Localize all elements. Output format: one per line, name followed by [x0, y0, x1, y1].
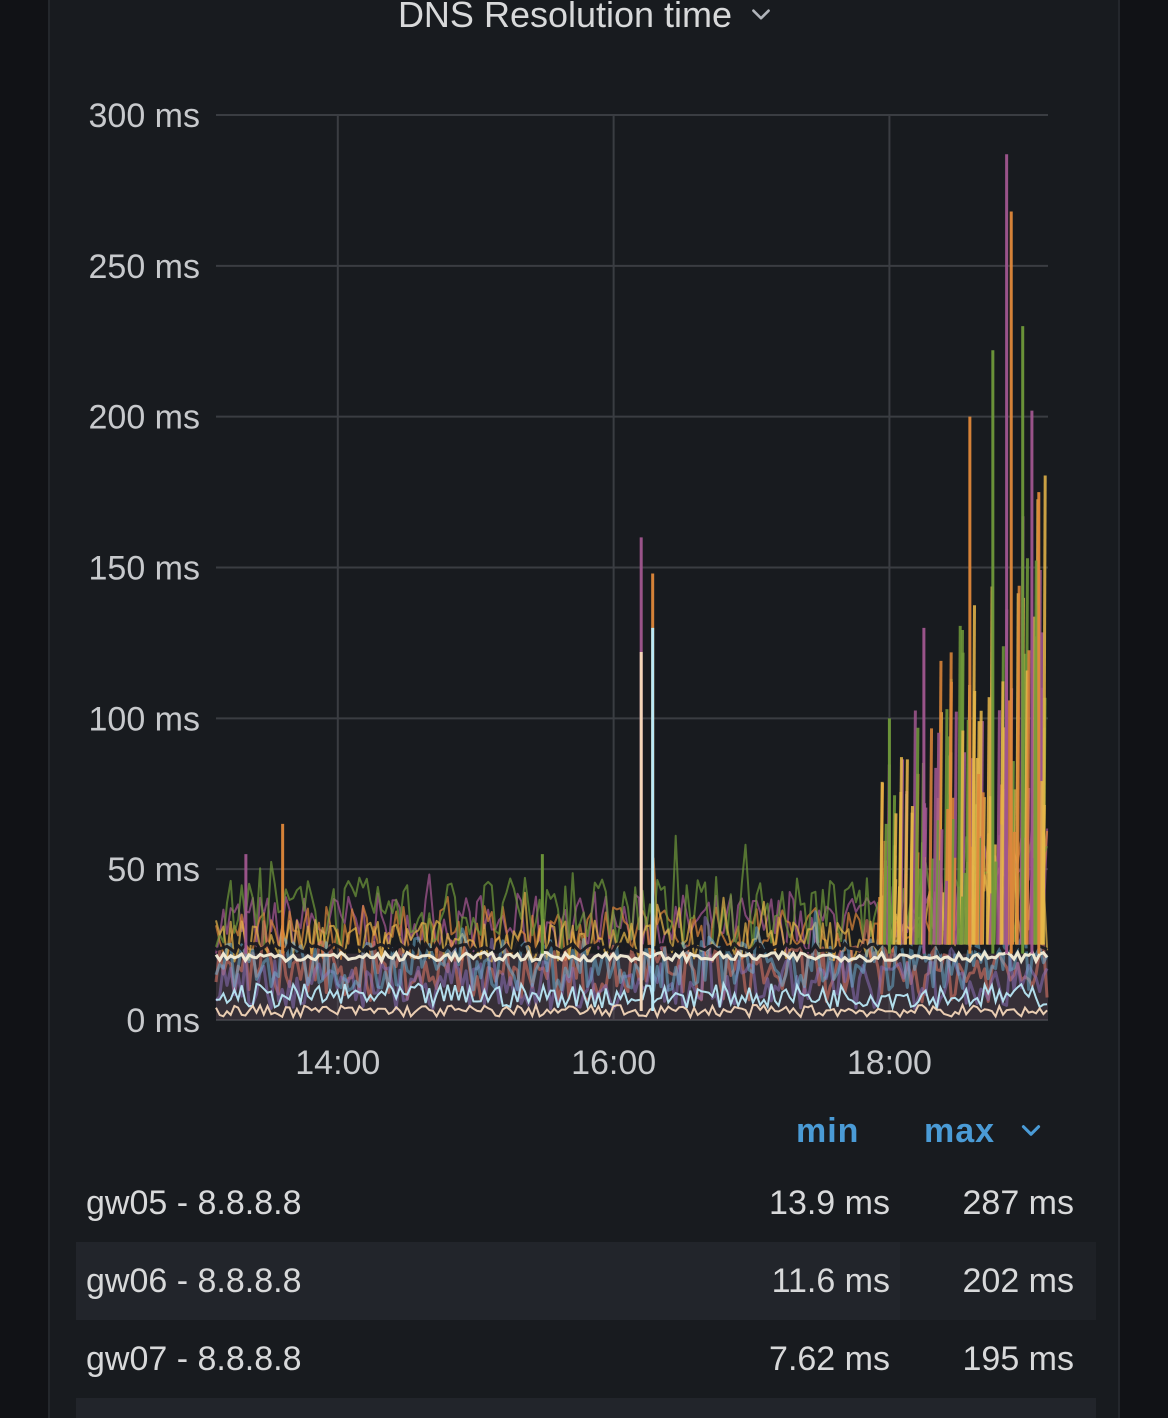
legend-row-gw05[interactable]: gw05 - 8.8.8.8 13.9 ms 287 ms	[76, 1164, 1096, 1242]
spike-mark	[1038, 781, 1044, 945]
spike-mark	[934, 820, 940, 945]
series-line	[214, 949, 1049, 965]
spike-mark	[943, 880, 949, 945]
legend-max-header[interactable]: max	[924, 1112, 996, 1150]
legend-max-value: 195 ms	[962, 1340, 1075, 1378]
legend-row-next[interactable]	[76, 1398, 1096, 1418]
series-line	[215, 980, 1048, 1012]
y-tick-label: 300 ms	[89, 97, 201, 135]
spike-mark	[949, 818, 955, 945]
sort-chevron-down-icon[interactable]	[1018, 1118, 1044, 1144]
spike-mark	[878, 781, 884, 945]
spike-mark	[896, 886, 902, 945]
series-line	[215, 800, 1049, 951]
spike-mark	[961, 872, 967, 945]
x-tick-label: 18:00	[847, 1044, 932, 1082]
series-line	[214, 890, 1049, 992]
legend-series-name[interactable]: gw07 - 8.8.8.8	[86, 1340, 302, 1378]
series-line	[215, 939, 1048, 955]
panel-title[interactable]: DNS Resolution time	[397, 0, 733, 35]
legend-min-header[interactable]: min	[796, 1112, 860, 1150]
spike-mark	[959, 896, 965, 945]
legend-series-name[interactable]: gw06 - 8.8.8.8	[86, 1262, 302, 1300]
spike-mark	[914, 727, 920, 945]
spike-mark	[916, 868, 922, 945]
legend-row-gw06[interactable]: gw06 - 8.8.8.8 11.6 ms 202 ms	[76, 1242, 1096, 1320]
series-line	[215, 827, 1049, 963]
spike-mark	[979, 792, 985, 945]
legend-min-value: 13.9 ms	[769, 1184, 890, 1222]
spike-mark	[908, 812, 914, 945]
spike-mark	[919, 842, 924, 945]
spike-mark	[951, 857, 957, 945]
spike-mark	[1032, 560, 1038, 945]
spike-mark	[999, 681, 1005, 945]
y-tick-label: 150 ms	[89, 550, 201, 588]
legend-min-value: 11.6 ms	[771, 1262, 890, 1300]
spike-mark	[892, 813, 898, 945]
spike-mark	[1023, 670, 1029, 945]
spike-mark	[938, 829, 944, 945]
spike-mark	[971, 605, 976, 945]
spike-mark	[985, 697, 991, 945]
legend-series-name[interactable]: gw05 - 8.8.8.8	[86, 1184, 302, 1222]
chevron-down-icon[interactable]	[748, 2, 774, 28]
y-tick-label: 200 ms	[89, 399, 201, 437]
y-tick-label: 250 ms	[89, 248, 201, 286]
spike-mark	[1025, 650, 1031, 945]
spike-mark	[975, 773, 981, 945]
legend-max-value: 287 ms	[962, 1184, 1075, 1222]
dns-panel: DNS Resolution time 0 ms 50 ms 100 ms 150 m…	[48, 0, 1120, 1418]
x-tick-label: 14:00	[295, 1044, 380, 1082]
spike-mark	[992, 861, 998, 945]
x-tick-label: 16:00	[571, 1044, 656, 1082]
spike-mark	[940, 892, 945, 945]
spike-mark	[948, 681, 953, 945]
spike-mark	[929, 858, 935, 945]
legend-header: min max	[50, 1112, 1118, 1162]
spike-mark	[964, 719, 970, 945]
legend-min-value: 7.62 ms	[769, 1340, 890, 1378]
spike-mark	[932, 767, 938, 945]
y-tick-label: 0 ms	[126, 1002, 200, 1040]
spike-mark	[904, 759, 909, 945]
time-series-chart[interactable]: 0 ms 50 ms 100 ms 150 ms 200 ms 250 ms 300 ms 1…	[50, 0, 1120, 1100]
y-tick-label: 50 ms	[107, 851, 200, 889]
series-line	[215, 1001, 1048, 1020]
spike-mark	[912, 710, 917, 945]
legend-max-value: 202 ms	[962, 1262, 1075, 1300]
spike-mark	[996, 710, 1001, 945]
spike-mark	[882, 823, 888, 945]
legend-row-gw07[interactable]: gw07 - 8.8.8.8 7.62 ms 195 ms	[76, 1320, 1096, 1398]
legend-max-cell-bg	[900, 1242, 1096, 1320]
panel-header[interactable]: DNS Resolution time	[50, 0, 1118, 40]
spike-mark	[928, 728, 934, 945]
spike-mark	[956, 625, 962, 945]
y-tick-label: 100 ms	[89, 700, 201, 738]
spike-mark	[1011, 831, 1016, 945]
spike-mark	[1015, 585, 1021, 945]
